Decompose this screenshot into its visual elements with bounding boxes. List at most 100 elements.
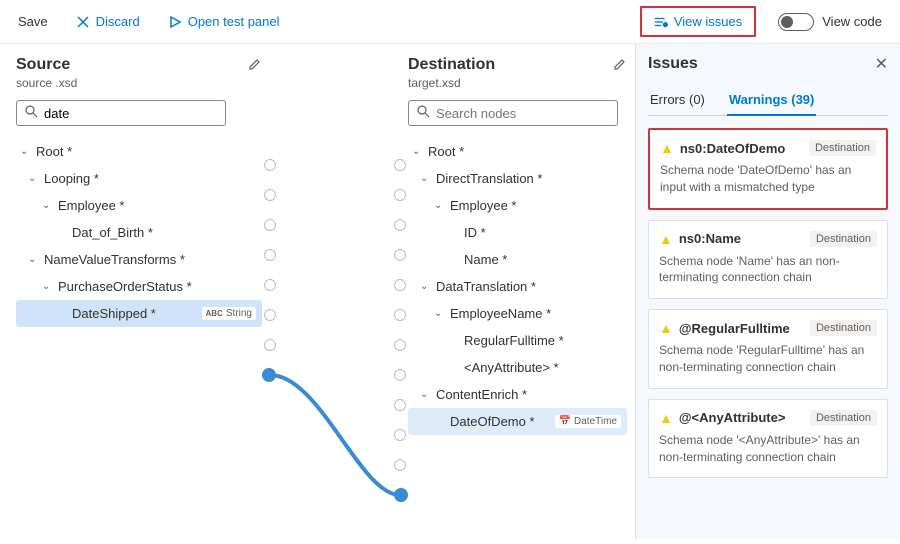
tree-node-pos[interactable]: ⌄PurchaseOrderStatus * [16,273,262,300]
issues-title: Issues [648,55,698,73]
tree-node-root[interactable]: ⌄Root * [16,138,262,165]
view-code-label: View code [822,14,882,29]
port[interactable] [264,189,276,201]
warning-icon: ▲ [659,410,673,426]
errors-tab[interactable]: Errors (0) [648,86,707,115]
warning-icon: ▲ [659,320,673,336]
chevron-down-icon: ⌄ [28,173,40,184]
destination-search-input[interactable] [436,106,612,121]
edit-destination-icon[interactable] [613,57,627,74]
tree-node[interactable]: ⌄EmployeeName * [408,300,627,327]
tree-node[interactable]: <AnyAttribute> * [408,354,627,381]
issue-message: Schema node '<AnyAttribute>' has an non-… [659,432,877,466]
destination-search[interactable] [408,100,618,126]
edit-source-icon[interactable] [248,57,262,74]
toolbar: Save Discard Open test panel View issues… [0,0,900,44]
source-search[interactable] [16,100,226,126]
open-test-panel-button[interactable]: Open test panel [162,10,286,33]
issue-name: @RegularFulltime [679,321,790,336]
tree-node[interactable]: ⌄ContentEnrich * [408,381,627,408]
view-issues-highlight: View issues [640,6,756,37]
type-badge: 📅DateTime [555,415,621,428]
save-label: Save [18,14,48,29]
canvas [270,44,400,539]
chevron-down-icon: ⌄ [420,173,432,184]
tree-node-employee[interactable]: ⌄Employee * [16,192,262,219]
view-issues-label: View issues [674,14,742,29]
toggle-icon [778,13,814,31]
issue-card[interactable]: ▲ @<AnyAttribute> Destination Schema nod… [648,399,888,479]
tree-node[interactable]: ⌄Employee * [408,192,627,219]
source-title: Source [16,56,70,74]
main-area: Source source .xsd ⌄Root * ⌄Looping * ⌄E… [0,44,900,539]
discard-button[interactable]: Discard [70,10,146,33]
discard-icon [76,15,90,29]
issue-message: Schema node 'RegularFulltime' has an non… [659,342,877,376]
source-search-input[interactable] [44,106,220,121]
issue-card[interactable]: ▲ ns0:Name Destination Schema node 'Name… [648,220,888,300]
tree-node[interactable]: ⌄DataTranslation * [408,273,627,300]
chevron-down-icon: ⌄ [28,254,40,265]
issue-card[interactable]: ▲ @RegularFulltime Destination Schema no… [648,309,888,389]
view-code-toggle[interactable]: View code [772,9,888,35]
destination-tree: ⌄Root * ⌄DirectTranslation * ⌄Employee *… [408,138,627,435]
issue-tag: Destination [810,410,877,426]
open-test-panel-label: Open test panel [188,14,280,29]
chevron-down-icon: ⌄ [420,389,432,400]
warning-icon: ▲ [660,140,674,156]
issue-tag: Destination [810,320,877,336]
connector-line [270,44,400,544]
issue-message: Schema node 'DateOfDemo' has an input wi… [660,162,876,196]
port[interactable] [264,309,276,321]
warnings-tab[interactable]: Warnings (39) [727,86,816,115]
calendar-icon: 📅 [559,416,571,427]
tree-node-dob[interactable]: Dat_of_Birth * [16,219,262,246]
tree-node[interactable]: Name * [408,246,627,273]
port[interactable] [264,339,276,351]
port[interactable] [264,219,276,231]
discard-label: Discard [96,14,140,29]
issue-name: @<AnyAttribute> [679,410,786,425]
view-issues-button[interactable]: View issues [648,10,748,33]
close-issues-icon[interactable]: ✕ [875,54,888,74]
issue-card[interactable]: ▲ ns0:DateOfDemo Destination Schema node… [648,128,888,210]
destination-title: Destination [408,56,495,74]
tree-node[interactable]: ⌄DirectTranslation * [408,165,627,192]
type-badge: ABCString [202,307,256,320]
issue-tag: Destination [809,140,876,156]
source-subtitle: source .xsd [16,76,262,90]
tree-node-dateshipped[interactable]: DateShipped * ABCString [16,300,262,327]
issue-tag: Destination [810,231,877,247]
save-button[interactable]: Save [12,10,54,33]
source-tree: ⌄Root * ⌄Looping * ⌄Employee * Dat_of_Bi… [16,138,262,327]
chevron-down-icon: ⌄ [434,308,446,319]
issue-message: Schema node 'Name' has an non-terminatin… [659,253,877,287]
issues-tabs: Errors (0) Warnings (39) [648,86,888,116]
tree-node-nvt[interactable]: ⌄NameValueTransforms * [16,246,262,273]
chevron-down-icon: ⌄ [412,146,424,157]
issues-icon [654,15,668,29]
source-panel: Source source .xsd ⌄Root * ⌄Looping * ⌄E… [0,44,270,539]
issue-name: ns0:Name [679,231,741,246]
warning-icon: ▲ [659,231,673,247]
issue-name: ns0:DateOfDemo [680,141,785,156]
search-icon [417,105,430,121]
tree-node[interactable]: ⌄Root * [408,138,627,165]
port[interactable] [264,279,276,291]
destination-subtitle: target.xsd [408,76,627,90]
chevron-down-icon: ⌄ [20,146,32,157]
chevron-down-icon: ⌄ [42,281,54,292]
chevron-down-icon: ⌄ [420,281,432,292]
port-dateshipped-out[interactable] [262,368,276,382]
issues-panel: Issues ✕ Errors (0) Warnings (39) ▲ ns0:… [635,44,900,539]
tree-node-dateofdemo[interactable]: DateOfDemo * 📅DateTime [408,408,627,435]
search-icon [25,105,38,121]
tree-node-looping[interactable]: ⌄Looping * [16,165,262,192]
tree-node[interactable]: RegularFulltime * [408,327,627,354]
chevron-down-icon: ⌄ [434,200,446,211]
port[interactable] [264,159,276,171]
destination-panel: Destination target.xsd ⌄Root * ⌄DirectTr… [400,44,635,539]
chevron-down-icon: ⌄ [42,200,54,211]
port[interactable] [264,249,276,261]
tree-node[interactable]: ID * [408,219,627,246]
